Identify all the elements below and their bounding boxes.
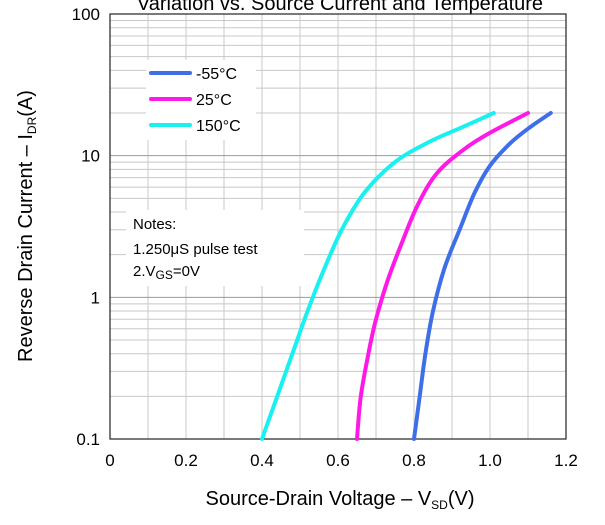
y-tick-label: 1 <box>91 288 100 307</box>
notes-line-1: 1.250μS pulse test <box>133 241 258 258</box>
notes-line-2-prefix: 2.V <box>133 263 156 280</box>
y-axis-title-main: Reverse Drain Current – I <box>15 134 37 362</box>
chart-title: Variation vs. Source Current and Tempera… <box>137 0 543 15</box>
series-line <box>355 111 530 441</box>
series-layer <box>260 111 553 441</box>
y-tick-label: 100 <box>72 5 100 24</box>
x-tick-label: 1.0 <box>478 451 502 470</box>
plot-frame <box>109 13 567 440</box>
legend-label: 150°C <box>196 118 241 135</box>
x-axis-title: Source-Drain Voltage – VSD(V) <box>205 488 474 512</box>
x-tick-label: 0.2 <box>174 451 198 470</box>
y-tick-label: 0.1 <box>76 430 100 449</box>
y-tick-label: 10 <box>81 147 100 166</box>
x-tick-label: 0 <box>105 451 114 470</box>
legend: -55°C 25°C 150°C <box>146 60 256 140</box>
legend-label: -55°C <box>196 66 237 83</box>
notes-line-2: 2.VGS=0V <box>133 263 200 282</box>
x-axis-title-sub: SD <box>431 498 448 512</box>
notes-background <box>126 210 304 286</box>
x-tick-labels: 0 0.2 0.4 0.6 0.8 1.0 1.2 <box>105 451 578 470</box>
y-axis-title: Reverse Drain Current – IDR(A) <box>15 90 39 362</box>
x-axis-title-unit: (V) <box>448 488 475 510</box>
y-tick-labels: 0.1 1 10 100 <box>72 5 100 449</box>
notes-heading: Notes: <box>133 216 176 233</box>
grid <box>110 14 566 439</box>
x-tick-label: 0.4 <box>250 451 274 470</box>
y-axis-title-unit: (A) <box>15 90 37 117</box>
x-tick-label: 0.6 <box>326 451 350 470</box>
series-line <box>412 111 553 441</box>
notes-box: Notes: 1.250μS pulse test 2.VGS=0V <box>126 210 304 286</box>
legend-label: 25°C <box>196 92 232 109</box>
x-tick-label: 1.2 <box>554 451 578 470</box>
notes-line-2-sub: GS <box>156 268 173 282</box>
x-axis-title-main: Source-Drain Voltage – V <box>205 488 431 510</box>
x-tick-label: 0.8 <box>402 451 426 470</box>
series-line <box>260 111 496 441</box>
y-axis-title-sub: DR <box>25 116 39 134</box>
notes-line-2-suffix: =0V <box>173 263 200 280</box>
